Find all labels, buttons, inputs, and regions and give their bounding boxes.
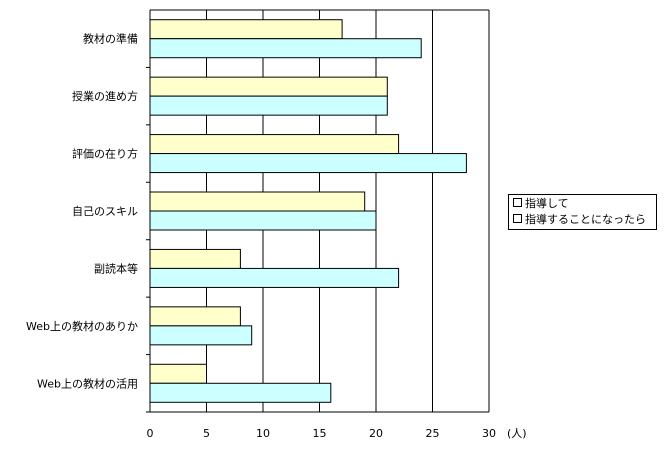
legend-label-0: 指導して <box>525 197 569 210</box>
bar-series2 <box>149 153 467 174</box>
category-label: Web上の教材のありか <box>26 319 138 333</box>
bar-series1 <box>149 19 343 40</box>
x-tick-label: 5 <box>203 427 210 440</box>
legend-swatch-1 <box>513 214 522 223</box>
bar-series1 <box>149 191 366 212</box>
bar-series2 <box>149 95 388 116</box>
axes <box>146 9 489 413</box>
bar-series2 <box>149 325 253 346</box>
bar-series2 <box>149 210 377 231</box>
legend-label-1: 指導することになったら <box>525 213 646 226</box>
category-label: 副読本等 <box>94 261 138 275</box>
legend-swatch-0 <box>513 198 522 207</box>
category-label: Web上の教材の活用 <box>37 376 138 390</box>
category-label: 自己のスキル <box>72 205 138 218</box>
legend-item-0: 指導して <box>513 197 569 211</box>
bar-series2 <box>149 267 400 288</box>
x-tick-label: 25 <box>426 427 440 440</box>
bar-series1 <box>149 134 400 155</box>
x-unit-label: (人) <box>507 427 527 440</box>
legend: 指導して 指導することになったら <box>508 194 657 230</box>
bar-series1 <box>149 76 388 97</box>
x-tick-label: 20 <box>369 427 383 440</box>
bar-series2 <box>149 38 422 59</box>
x-tick-labels: 0 5 10 15 20 25 30 <box>147 427 497 440</box>
x-tick-label: 30 <box>482 427 496 440</box>
legend-item-1: 指導することになったら <box>513 213 646 227</box>
category-label: 授業の進め方 <box>72 89 138 103</box>
bar-series1 <box>149 248 241 269</box>
bar-series2 <box>149 382 332 403</box>
category-label: 教材の準備 <box>83 32 138 46</box>
x-tick-label: 0 <box>147 427 154 440</box>
bar-series1 <box>149 306 241 327</box>
bars <box>149 19 467 403</box>
bar-series1 <box>149 363 207 384</box>
category-label: 評価の在り方 <box>72 147 138 161</box>
x-tick-label: 15 <box>313 427 327 440</box>
x-tick-label: 10 <box>256 427 270 440</box>
